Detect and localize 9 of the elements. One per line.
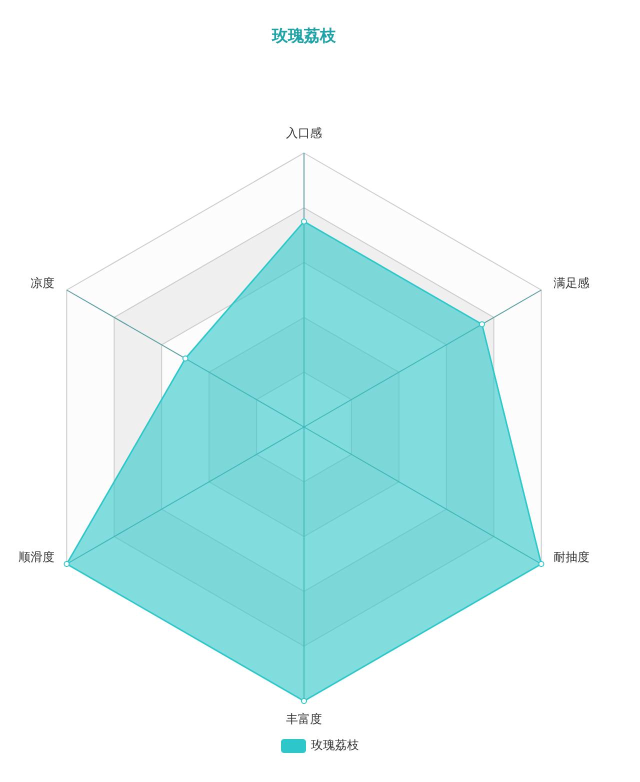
axis-label: 凉度 xyxy=(30,276,55,290)
axis-label: 耐抽度 xyxy=(553,550,590,564)
axis-label: 入口感 xyxy=(286,126,322,140)
axis-label: 丰富度 xyxy=(286,712,322,726)
legend-label: 玫瑰荔枝 xyxy=(311,738,359,752)
legend: 玫瑰荔枝 xyxy=(281,738,359,753)
chart-title: 玫瑰荔枝 xyxy=(271,27,337,45)
axis-label: 顺滑度 xyxy=(18,550,55,564)
axis-label: 满足感 xyxy=(553,276,590,290)
